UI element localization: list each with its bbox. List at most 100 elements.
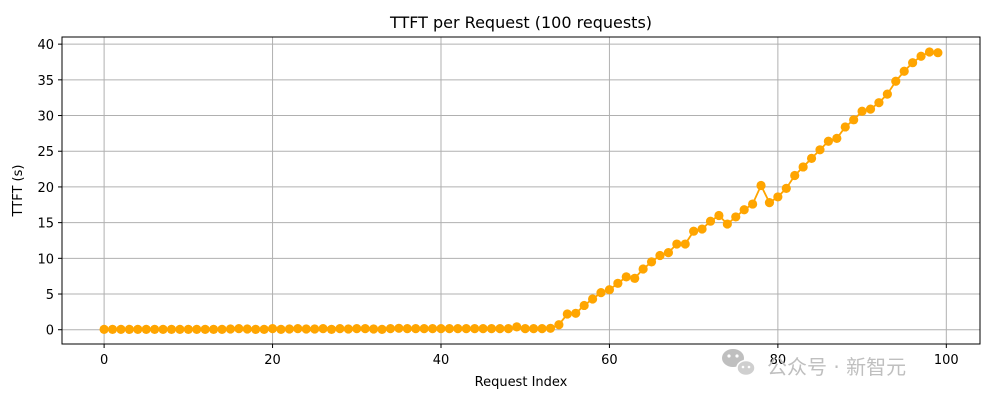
- data-point: [832, 133, 842, 143]
- data-point: [655, 250, 665, 261]
- data-point: [790, 170, 800, 181]
- data-point: [638, 264, 648, 274]
- y-tick-label: 25: [37, 145, 54, 160]
- plot-frame: [61, 36, 981, 345]
- data-point: [453, 324, 463, 334]
- data-point: [621, 272, 631, 282]
- x-axis-label: Request Index: [475, 375, 568, 390]
- data-point: [394, 323, 404, 333]
- data-point: [419, 324, 429, 334]
- data-point: [512, 322, 522, 332]
- x-tick-label: 40: [433, 353, 450, 368]
- wechat-icon: [722, 349, 756, 377]
- data-point: [773, 192, 783, 202]
- data-point: [166, 324, 177, 334]
- data-point: [739, 205, 749, 215]
- x-tick-label: 60: [601, 353, 618, 368]
- data-point: [352, 324, 362, 334]
- data-point: [891, 76, 901, 86]
- data-point: [764, 198, 775, 208]
- data-point: [107, 324, 118, 334]
- data-point: [217, 324, 227, 334]
- data-point: [815, 145, 825, 155]
- data-point: [899, 66, 909, 76]
- data-point: [267, 324, 278, 334]
- data-point: [554, 320, 564, 330]
- data-point: [326, 324, 337, 334]
- data-point: [840, 122, 850, 132]
- y-tick-label: 0: [46, 324, 54, 339]
- data-point: [798, 162, 808, 172]
- data-point: [124, 324, 134, 334]
- data-point: [916, 51, 926, 61]
- data-point: [369, 324, 379, 334]
- data-point: [579, 300, 589, 311]
- data-point: [857, 106, 867, 116]
- data-point: [385, 324, 396, 334]
- y-tick-label: 30: [37, 110, 54, 125]
- data-point: [478, 324, 488, 334]
- data-point: [689, 226, 699, 236]
- data-point: [537, 324, 547, 334]
- data-point: [722, 219, 732, 229]
- data-point: [924, 47, 935, 57]
- data-point: [731, 212, 741, 222]
- data-point: [663, 248, 673, 258]
- data-point: [806, 153, 817, 163]
- data-point: [133, 324, 143, 334]
- data-point: [183, 324, 193, 334]
- watermark-text: 公众号 · 新智元: [767, 355, 906, 379]
- data-point: [141, 324, 151, 334]
- data-point: [461, 324, 471, 334]
- data-point: [234, 324, 244, 334]
- data-point: [705, 216, 716, 226]
- data-point: [470, 324, 480, 334]
- data-point: [175, 324, 185, 334]
- y-tick-label: 5: [46, 288, 54, 303]
- data-point: [520, 324, 530, 334]
- data-point: [335, 324, 345, 334]
- data-point: [781, 183, 791, 193]
- data-point: [562, 309, 572, 319]
- data-point: [377, 324, 387, 334]
- data-point: [192, 324, 202, 334]
- data-point: [251, 324, 261, 334]
- data-point: [849, 115, 859, 125]
- x-tick-label: 0: [100, 353, 108, 368]
- data-point: [150, 324, 160, 334]
- data-point: [99, 324, 109, 334]
- data-point: [587, 294, 598, 304]
- data-point: [259, 324, 269, 334]
- data-point: [427, 324, 438, 334]
- data-point: [486, 324, 497, 334]
- y-tick-label: 10: [37, 252, 54, 267]
- tick-layer: 0 20 40 60 80 100 0 5 10 15 20 25 30 35 40: [37, 38, 958, 368]
- y-axis-label: TTFT (s): [11, 165, 26, 218]
- data-point: [596, 287, 606, 298]
- data-point: [571, 308, 581, 318]
- data-point: [874, 98, 884, 108]
- data-point: [933, 48, 943, 58]
- data-point: [242, 324, 252, 334]
- y-tick-label: 35: [37, 74, 54, 89]
- data-point: [865, 104, 876, 114]
- data-point: [360, 324, 370, 334]
- data-point: [604, 285, 615, 295]
- data-point: [208, 324, 219, 334]
- data-point: [225, 324, 236, 334]
- data-point: [503, 324, 513, 334]
- y-tick-label: 15: [37, 217, 54, 232]
- data-point: [276, 324, 286, 334]
- data-point: [318, 324, 328, 334]
- x-tick-label: 80: [770, 353, 787, 368]
- series-layer: [99, 47, 943, 334]
- data-point: [545, 323, 556, 333]
- data-point: [436, 324, 446, 334]
- data-point: [748, 199, 758, 209]
- data-point: [495, 324, 505, 334]
- data-point: [200, 324, 210, 334]
- data-point: [411, 324, 421, 334]
- data-point: [310, 324, 320, 334]
- data-point: [672, 239, 682, 249]
